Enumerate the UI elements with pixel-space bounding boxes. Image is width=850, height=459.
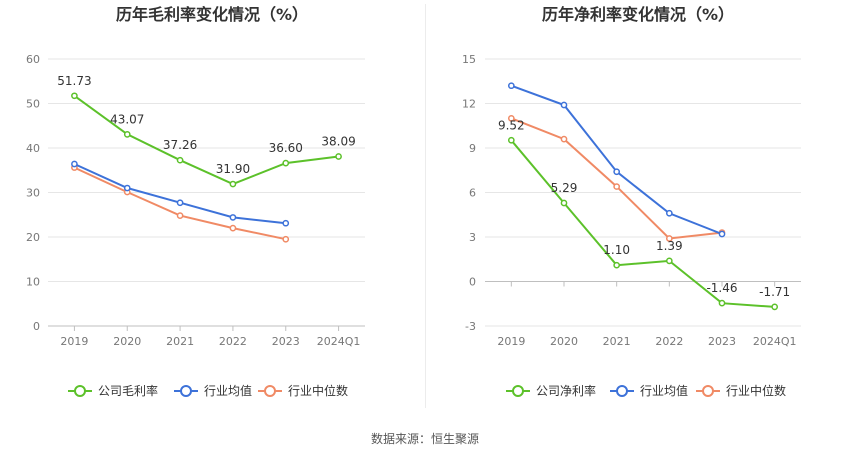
data-label: -1.71 [759,285,790,299]
y-tick-label: 30 [26,187,40,200]
data-point [613,183,621,190]
data-label: 1.39 [656,239,683,253]
legend-item: 公司毛利率 [68,383,158,398]
data-label: 37.26 [163,138,197,152]
legend-item: 公司净利率 [506,383,596,398]
x-tick-label: 2023 [272,335,300,348]
x-tick-label: 2019 [497,335,525,348]
chart-panel-2: 历年净利率变化情况（%） -3 0 3 6 9 12 15 2019 2020 2021 2022 20… [462,5,801,398]
legend-marker [512,385,524,397]
data-label: 5.29 [551,181,578,195]
data-label: 1.10 [603,243,630,257]
data-point [229,180,237,188]
data-point [613,168,621,176]
x-tick-label: 2024Q1 [753,335,797,348]
x-tick-label: 2019 [60,335,88,348]
y-tick-label: 60 [26,53,40,66]
data-point [665,257,673,265]
chart-panel-1: 历年毛利率变化情况（%） 0 10 20 30 40 50 60 2019 2020 2021 202… [26,5,365,398]
y-tick-label: 12 [462,98,476,111]
legend-item: 行业均值 [174,383,252,398]
data-point [507,82,515,90]
data-point [282,159,290,167]
data-label: 43.07 [110,112,144,126]
x-tick-label: 2022 [655,335,683,348]
legend-label: 公司毛利率 [98,383,158,398]
x-tick-label: 2022 [219,335,247,348]
legend-marker [74,385,86,397]
legend-marker [264,385,276,397]
y-tick-label: 40 [26,142,40,155]
data-label: 38.09 [321,134,355,148]
data-point [282,219,290,227]
x-tick-label: 2020 [113,335,141,348]
y-tick-label: 0 [469,276,476,289]
data-point [123,130,131,138]
data-label: 31.90 [216,162,250,176]
data-point [123,184,131,192]
y-tick-label: 6 [469,187,476,200]
chart-title: 历年毛利率变化情况（%） [116,5,308,24]
y-tick-label: 10 [26,276,40,289]
data-point [665,235,673,242]
data-point [282,235,290,243]
legend-item: 行业中位数 [258,383,348,398]
data-label: 9.52 [498,118,525,132]
legend-label: 公司净利率 [536,383,596,398]
series-line [73,94,339,186]
y-tick-label: 3 [469,231,476,244]
panel-divider [425,4,426,408]
data-point [718,230,726,238]
chart-title: 历年净利率变化情况（%） [542,5,734,24]
data-point [560,135,568,143]
data-source-note: 数据来源：恒生聚源 [370,432,479,446]
legend-item: 行业均值 [610,383,688,398]
data-point [560,101,568,109]
legend-marker [702,385,714,397]
legend-marker [616,385,628,397]
x-tick-label: 2024Q1 [317,335,361,348]
data-point [771,303,779,311]
y-tick-label: 20 [26,231,40,244]
y-tick-label: 9 [469,142,476,155]
data-point [507,136,515,144]
data-label: -1.46 [706,281,737,295]
data-point [229,224,237,232]
legend-label: 行业均值 [640,383,688,398]
data-point [229,214,237,221]
data-point [176,156,184,164]
y-tick-label: 50 [26,98,40,111]
y-tick-label: 15 [462,53,476,66]
data-point [718,299,726,307]
data-label: 51.73 [57,74,91,88]
data-point [71,160,78,168]
series-line [510,84,723,235]
y-tick-label: -3 [465,320,476,333]
legend-label: 行业中位数 [726,383,786,398]
data-point [665,209,673,217]
legend-marker [180,385,192,397]
data-point [335,153,342,160]
data-point [176,199,184,207]
legend-item: 行业中位数 [696,383,786,398]
legend-label: 行业中位数 [288,383,348,398]
x-tick-label: 2020 [550,335,578,348]
series-line [510,139,775,308]
data-label: 36.60 [269,141,303,155]
data-point [613,261,621,269]
x-tick-label: 2021 [603,335,631,348]
legend-label: 行业均值 [204,383,252,398]
x-tick-label: 2023 [708,335,736,348]
data-point [560,199,568,207]
x-tick-label: 2021 [166,335,194,348]
data-point [176,212,184,219]
data-point [507,114,515,122]
data-point [71,92,78,100]
y-tick-label: 0 [33,320,40,333]
